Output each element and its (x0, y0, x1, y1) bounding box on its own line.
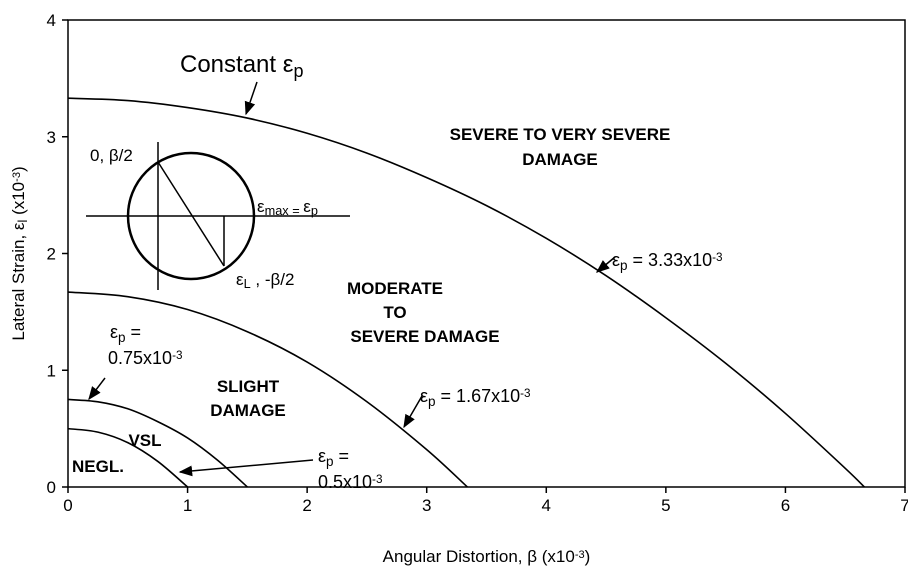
text-part: L (244, 276, 251, 291)
text-part: VSL (128, 431, 161, 450)
text-part: l (15, 220, 30, 223)
text-part: ε (110, 322, 118, 342)
text-part: SEVERE TO VERY SEVERE (450, 125, 671, 144)
y-tick-label: 3 (47, 128, 56, 147)
annotation: 0, β/2 (90, 146, 133, 165)
arrow (244, 81, 258, 116)
text-part: NEGL. (72, 457, 124, 476)
text-part: max = (265, 203, 304, 218)
text-part: Angular Distortion, β (x10 (383, 547, 575, 566)
text-part: = (126, 322, 142, 342)
annotation: Constant εp (180, 51, 303, 81)
text-part: p (311, 203, 318, 218)
text-part: SLIGHT (217, 377, 280, 396)
text-part: DAMAGE (522, 150, 598, 169)
inset-diameter (157, 161, 225, 267)
text-part: -3 (712, 251, 722, 264)
text-part: SEVERE DAMAGE (350, 327, 499, 346)
text-part: -3 (372, 473, 382, 486)
text-part: -3 (172, 349, 182, 362)
y-tick-label: 1 (47, 361, 56, 380)
text-part: (x10 (9, 182, 28, 220)
curve (67, 398, 248, 488)
x-axis-label: Angular Distortion, β (x10-3) (383, 547, 591, 566)
curve (67, 291, 468, 488)
annotation: εp = (110, 322, 141, 345)
text-part: p (293, 61, 303, 81)
text-part: 0.5x10 (318, 472, 372, 492)
text-part: p (428, 394, 436, 409)
text-part: ε (612, 250, 620, 270)
x-tick-label: 2 (302, 496, 311, 515)
annotation: εp = 1.67x10-3 (420, 386, 531, 409)
text-part: ε (257, 197, 265, 216)
annotation: NEGL. (72, 457, 124, 476)
text-part: = 3.33x10 (628, 250, 713, 270)
text-part: DAMAGE (210, 401, 286, 420)
x-tick-label: 0 (63, 496, 72, 515)
annotation: MODERATE (347, 279, 443, 298)
text-part: , -β/2 (251, 270, 295, 289)
annotation: εp = 3.33x10-3 (612, 250, 723, 273)
y-axis-label: Lateral Strain, εl (x10-3) (9, 166, 30, 340)
arrow (178, 459, 314, 477)
x-tick-label: 1 (183, 496, 192, 515)
x-tick-label: 7 (900, 496, 908, 515)
curve (67, 97, 865, 488)
text-part: ε (303, 197, 311, 216)
text-part: = (334, 446, 350, 466)
plot-frame (67, 19, 906, 488)
curve (67, 427, 189, 488)
text-part: Constant ε (180, 51, 294, 78)
text-part: ε (236, 270, 244, 289)
y-tick-label: 4 (47, 11, 56, 30)
mohr-circle (126, 151, 256, 281)
text-part: p (326, 454, 334, 469)
x-tick-label: 3 (422, 496, 431, 515)
y-tick-label: 2 (47, 245, 56, 264)
x-tick-label: 6 (781, 496, 790, 515)
annotation: 0.5x10-3 (318, 472, 382, 492)
annotation: εmax = εp (257, 197, 318, 218)
text-part: -3 (575, 549, 585, 561)
y-tick-label: 0 (47, 478, 56, 497)
annotation: SEVERE TO VERY SEVERE (450, 125, 671, 144)
text-part: 0.75x10 (108, 348, 172, 368)
text-part: MODERATE (347, 279, 443, 298)
text-part: -3 (11, 172, 23, 182)
text-part: ) (585, 547, 591, 566)
annotation: DAMAGE (522, 150, 598, 169)
text-part: ε (318, 446, 326, 466)
x-tick-label: 4 (542, 496, 551, 515)
inset-diagram (86, 142, 350, 290)
annotation: DAMAGE (210, 401, 286, 420)
annotation: VSL (128, 431, 161, 450)
arrow (595, 256, 616, 273)
x-tick-label: 5 (661, 496, 670, 515)
annotation: TO (383, 303, 406, 322)
text-part: Lateral Strain, ε (9, 222, 28, 341)
annotation: SEVERE DAMAGE (350, 327, 499, 346)
annotation: εp = (318, 446, 349, 469)
text-part: -3 (520, 387, 530, 400)
arrows (88, 81, 616, 477)
annotation: SLIGHT (217, 377, 280, 396)
text-part: 0, β/2 (90, 146, 133, 165)
text-part: p (118, 330, 126, 345)
text-part: ε (420, 386, 428, 406)
arrow (403, 395, 423, 429)
annotation: 0.75x10-3 (108, 348, 182, 368)
arrow (88, 377, 106, 401)
annotation: εL , -β/2 (236, 270, 294, 291)
text-part: TO (383, 303, 406, 322)
text-part: = 1.67x10 (436, 386, 521, 406)
text-part: ) (9, 166, 28, 172)
text-part: p (620, 258, 628, 273)
